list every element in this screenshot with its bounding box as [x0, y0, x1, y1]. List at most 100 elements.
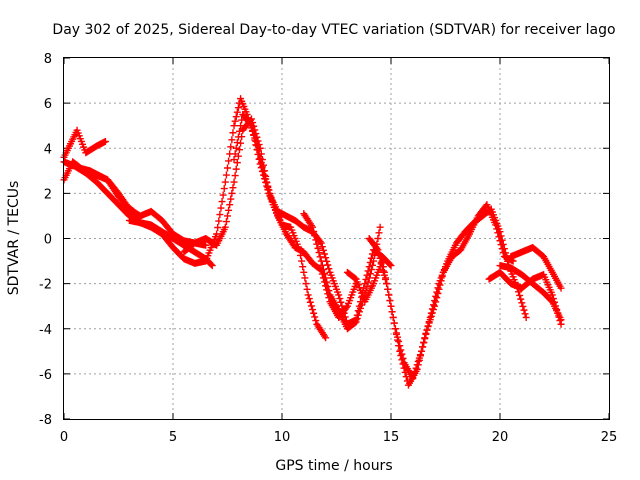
data-point [221, 178, 229, 186]
data-point [352, 318, 360, 326]
data-point [319, 266, 327, 274]
data-point [227, 195, 235, 203]
data-point [425, 318, 433, 326]
data-point [219, 191, 227, 199]
data-point [318, 261, 326, 269]
data-point [231, 172, 239, 180]
data-point [376, 223, 384, 231]
data-point [374, 235, 382, 242]
data-marks [60, 95, 565, 389]
data-point [222, 171, 230, 179]
y-tick-label: 2 [44, 187, 52, 202]
data-point [307, 302, 315, 310]
data-point [317, 239, 325, 247]
data-point [313, 240, 321, 248]
data-point [298, 257, 306, 265]
data-point [325, 287, 333, 295]
plot-frame [63, 57, 610, 420]
data-point [335, 291, 343, 299]
data-point [339, 306, 347, 314]
data-point [230, 156, 238, 164]
data-point [256, 144, 264, 152]
x-tick-label: 10 [274, 430, 291, 445]
data-point [253, 146, 261, 154]
data-point [376, 254, 384, 262]
data-point [262, 178, 270, 186]
data-point [310, 227, 318, 235]
data-point [391, 325, 399, 333]
data-point [231, 117, 239, 125]
data-point [384, 285, 392, 293]
data-point [261, 175, 269, 183]
data-point [366, 270, 374, 278]
data-point [252, 141, 260, 149]
series-9 [343, 201, 517, 389]
data-point [501, 249, 509, 257]
data-point [423, 326, 431, 334]
data-point [396, 342, 404, 350]
data-point [385, 291, 393, 299]
data-point [382, 275, 390, 283]
data-point [233, 108, 241, 116]
data-point [316, 253, 324, 261]
data-point [387, 262, 395, 270]
data-point [225, 206, 233, 214]
data-point [383, 280, 391, 288]
data-point [215, 217, 223, 225]
data-point [325, 265, 333, 273]
data-point [371, 251, 379, 259]
data-point [354, 311, 362, 319]
data-point [336, 295, 344, 303]
data-point [431, 297, 439, 305]
data-point [235, 127, 243, 135]
data-point [254, 150, 262, 158]
data-point [392, 329, 400, 337]
data-point [418, 347, 426, 355]
chart-title: Day 302 of 2025, Sidereal Day-to-day VTE… [52, 22, 615, 38]
y-tick-label: 0 [44, 233, 52, 248]
data-point [309, 223, 317, 231]
y-tick-label: 8 [44, 52, 52, 67]
data-point [433, 288, 441, 296]
data-point [410, 371, 418, 379]
data-point [323, 278, 331, 286]
data-point [375, 250, 383, 258]
data-point [232, 113, 240, 121]
data-point [338, 302, 346, 310]
x-axis-label: GPS time / hours [275, 458, 392, 474]
data-point [428, 305, 436, 313]
data-point [321, 270, 329, 278]
data-point [207, 260, 215, 268]
data-point [229, 184, 237, 192]
data-point [234, 133, 242, 141]
data-point [220, 185, 228, 193]
data-point [301, 274, 309, 282]
data-point [386, 297, 394, 305]
data-point [303, 285, 311, 293]
data-point [317, 257, 325, 265]
data-point [427, 309, 435, 317]
data-point [557, 316, 565, 324]
series-12 [507, 244, 565, 292]
data-point [318, 243, 326, 251]
data-point [259, 171, 267, 179]
x-tick-label: 25 [601, 430, 618, 445]
data-point [310, 309, 318, 317]
data-point [521, 310, 529, 318]
data-point [228, 189, 236, 197]
data-point [351, 319, 359, 327]
data-point [430, 301, 438, 309]
data-point [353, 315, 361, 323]
data-point [424, 322, 432, 330]
data-point [227, 143, 235, 151]
data-point [520, 306, 528, 314]
data-point [397, 346, 405, 354]
data-point [557, 284, 565, 292]
series-10 [365, 205, 530, 382]
data-point [300, 268, 308, 276]
data-point [322, 254, 330, 262]
data-point [101, 137, 109, 145]
data-point [409, 374, 417, 382]
data-point [319, 246, 327, 254]
